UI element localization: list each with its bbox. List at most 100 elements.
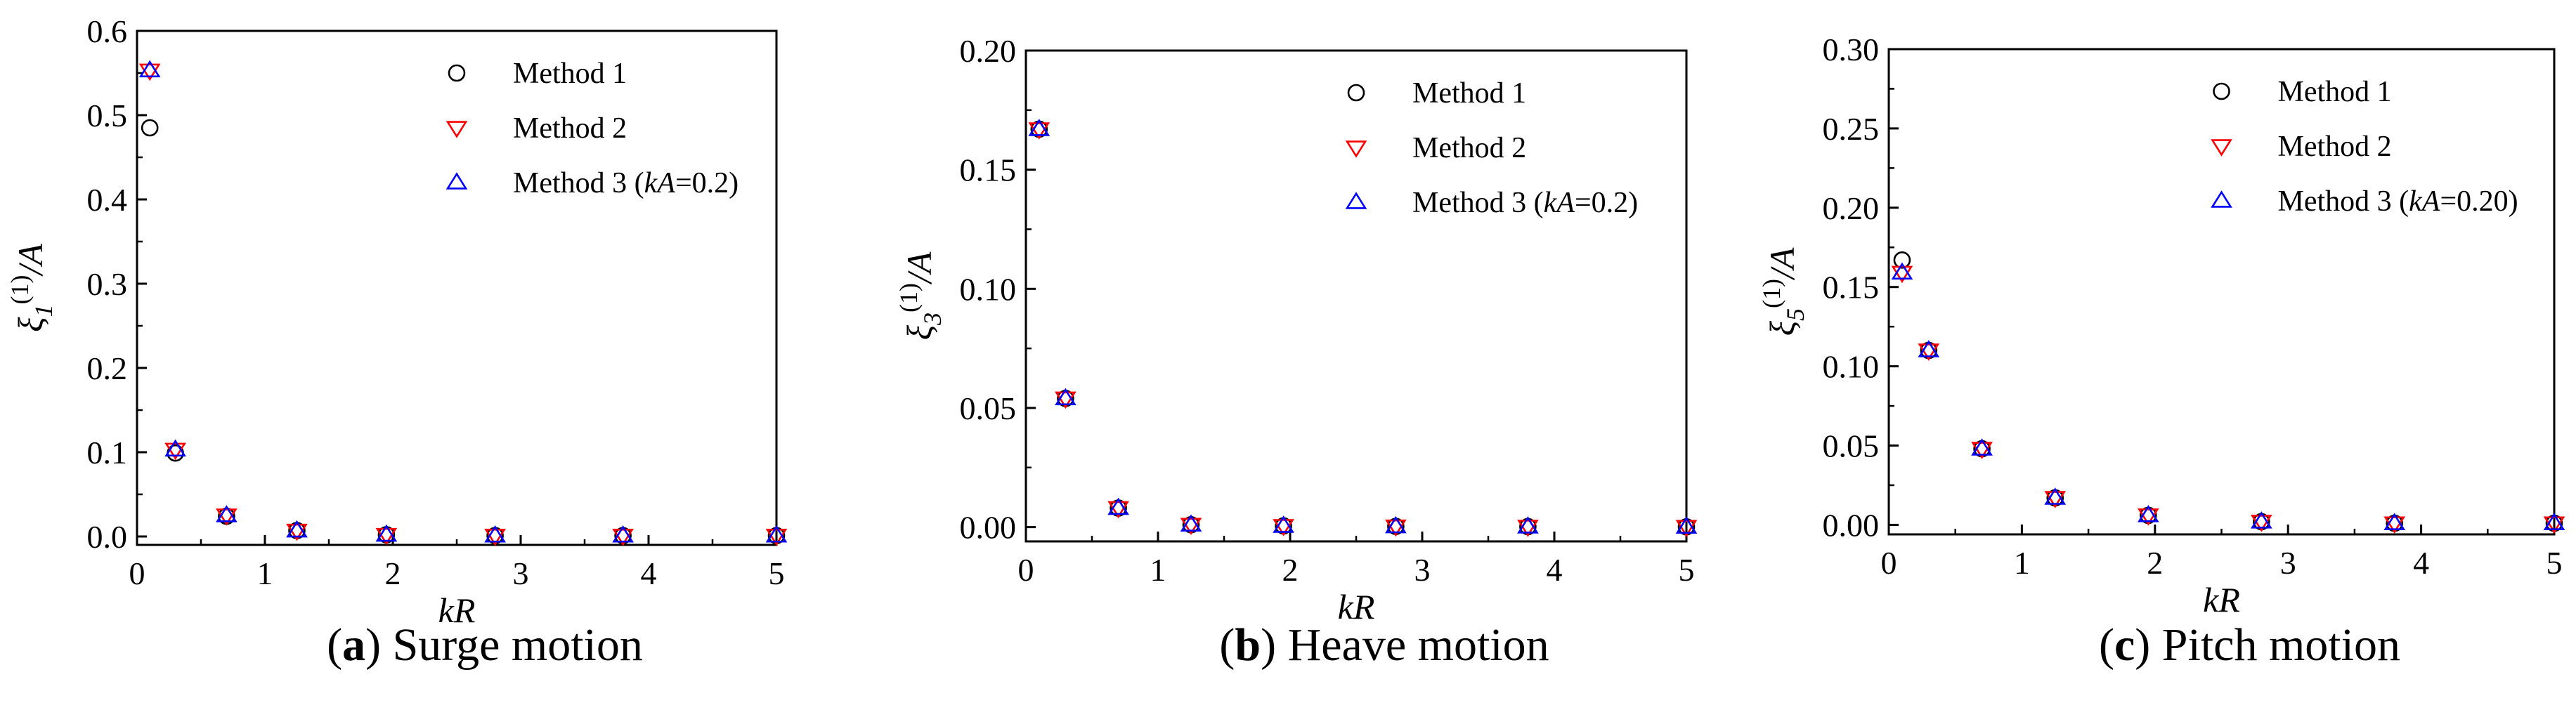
legend-label-value: =0.20) <box>2440 185 2518 218</box>
series-1 <box>1030 120 1696 536</box>
series-1 <box>1893 251 2563 532</box>
data-point <box>2250 511 2272 529</box>
x-tick-label: 1 <box>2014 545 2030 581</box>
data-point <box>1055 388 1076 406</box>
y-tick-label: 0.5 <box>87 98 128 133</box>
y-tick-label: 0.05 <box>960 390 1017 426</box>
y-axis-title: ξ3(1)/A <box>895 251 947 340</box>
data-point <box>1273 515 1294 533</box>
data-point <box>286 523 308 541</box>
y-tick-label: 0.0 <box>87 519 128 555</box>
plot-frame <box>1887 48 2556 536</box>
data-point <box>2250 515 2272 532</box>
x-tick-label: 4 <box>2413 545 2429 581</box>
data-point <box>1517 516 1539 534</box>
data-point <box>2383 516 2406 534</box>
legend-marker <box>2213 82 2230 100</box>
legend-label: Method 1 <box>513 58 627 90</box>
data-point <box>1028 119 1050 136</box>
legend-marker <box>1345 192 1367 209</box>
data-point <box>2543 513 2565 530</box>
panel-caption: (c) Pitch motion <box>2099 619 2400 671</box>
data-point <box>1675 520 1698 538</box>
caption-title: Surge motion <box>381 619 643 671</box>
y-axis-symbol: ξ <box>11 317 50 332</box>
legend-label: Method 3 (kA=0.20) <box>2278 185 2518 218</box>
legend-marker <box>2211 190 2232 208</box>
x-tick-label: 2 <box>385 555 401 591</box>
caption-title: Pitch motion <box>2150 619 2400 671</box>
x-tick-label: 2 <box>1282 552 1299 588</box>
legend-label-value: =0.2) <box>675 167 739 199</box>
data-point <box>1517 520 1539 537</box>
y-axis-title: ξ1(1)/A <box>6 244 58 332</box>
data-point <box>1107 501 1129 519</box>
x-tick-label: 2 <box>2147 545 2163 581</box>
x-tick-label: 0 <box>129 555 145 591</box>
x-axis-title: kR <box>438 591 476 630</box>
caption-letter: a <box>342 619 365 671</box>
data-point <box>141 119 159 137</box>
plot-frame <box>136 29 778 546</box>
legend-label-value: =0.2) <box>1575 187 1638 219</box>
legend-label: Method 2 <box>1412 132 1526 164</box>
caption-open: ( <box>327 619 342 671</box>
y-axis-rest: /A <box>899 251 939 285</box>
legend-label: Method 3 (kA=0.2) <box>513 167 739 199</box>
x-tick-label: 3 <box>1414 552 1431 588</box>
y-tick-label: 0.1 <box>87 435 128 470</box>
panel-caption: (a) Surge motion <box>327 619 643 671</box>
data-point <box>484 525 506 543</box>
y-tick-label: 0.20 <box>1823 190 1880 226</box>
caption-letter: c <box>2114 619 2135 671</box>
data-point <box>1385 515 1407 534</box>
data-point <box>216 508 238 526</box>
legend-label: Method 2 <box>513 112 627 145</box>
legend-label: Method 2 <box>2278 131 2392 163</box>
data-point <box>2137 505 2159 522</box>
data-point <box>1893 251 1911 269</box>
series-2 <box>138 63 788 546</box>
y-tick-label: 0.2 <box>87 350 128 386</box>
data-point <box>2137 508 2159 526</box>
data-point <box>375 524 398 542</box>
y-axis-subscript: 1 <box>30 305 58 317</box>
chart-panel-3: 0 1 2 3 4 50.000.050.100.150.200.250.30kRξ5(1… <box>1757 32 2565 671</box>
data-point <box>765 525 788 543</box>
y-axis-rest: /A <box>11 244 50 277</box>
data-point <box>765 529 788 546</box>
y-axis-subscript: 3 <box>918 312 947 326</box>
y-tick-label: 0.4 <box>87 182 128 218</box>
y-axis-superscript: (1) <box>1757 279 1785 308</box>
data-point <box>1385 519 1407 537</box>
data-point <box>375 527 398 546</box>
legend-label-param: kA <box>2409 185 2440 218</box>
data-point <box>2383 513 2406 530</box>
y-tick-label: 0.05 <box>1823 428 1880 464</box>
legend: Method 1 Method 2 Method 3 (kA=0.20) <box>2211 76 2518 218</box>
legend-label-param: kA <box>644 167 676 199</box>
caption-close: ) <box>1261 619 1276 671</box>
y-axis-superscript: (1) <box>895 283 923 312</box>
data-point <box>164 442 186 461</box>
legend-marker <box>448 64 466 82</box>
data-point <box>164 439 186 457</box>
legend-label-prefix: Method 3 ( <box>1412 187 1544 219</box>
series-3 <box>138 60 788 543</box>
data-point <box>612 525 634 543</box>
x-tick-label: 5 <box>2546 545 2563 581</box>
y-axis-rest: /A <box>1762 247 1802 281</box>
legend-label-prefix: Method 3 ( <box>513 167 644 199</box>
y-tick-label: 0.6 <box>87 13 128 49</box>
data-point <box>286 520 308 538</box>
y-tick-label: 0.10 <box>960 271 1017 307</box>
y-axis-subscript: 5 <box>1781 308 1809 321</box>
caption-open: ( <box>1219 619 1235 671</box>
data-point <box>1891 265 1913 284</box>
legend-marker <box>445 121 468 138</box>
data-point <box>1918 340 1940 357</box>
x-tick-label: 1 <box>1150 552 1166 588</box>
chart-panel-2: 0 1 2 3 4 50.000.050.100.150.20kRξ3(1)/AMetho… <box>895 33 1698 671</box>
caption-title: Heave motion <box>1276 619 1549 671</box>
series-2 <box>1891 265 2565 534</box>
